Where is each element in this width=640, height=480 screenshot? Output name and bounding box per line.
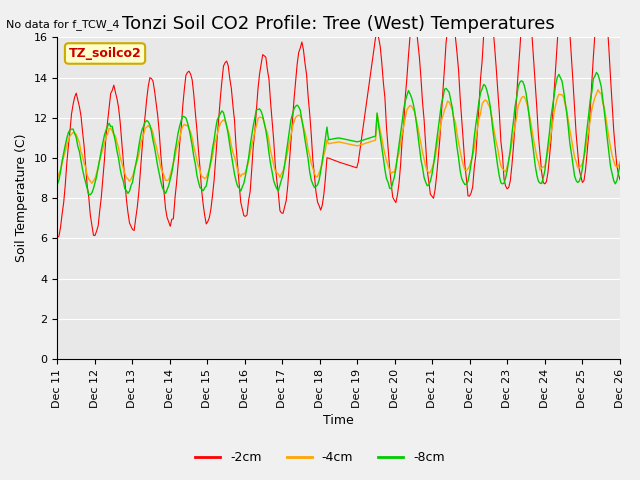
-2cm [240, 213, 248, 218]
-8cm [86, 192, 94, 198]
-2cm [300, 47, 307, 53]
-8cm [593, 70, 600, 75]
-2cm [585, 132, 593, 137]
-4cm [242, 169, 250, 175]
-4cm [124, 176, 132, 182]
Legend: -2cm, -4cm, -8cm: -2cm, -4cm, -8cm [190, 446, 450, 469]
-4cm [594, 87, 602, 93]
-4cm [54, 176, 61, 181]
Line: -4cm: -4cm [58, 90, 620, 183]
-8cm [223, 123, 230, 129]
-2cm [616, 177, 624, 182]
Title: Tonzi Soil CO2 Profile: Tree (West) Temperatures: Tonzi Soil CO2 Profile: Tree (West) Temp… [122, 15, 555, 33]
-8cm [616, 162, 624, 168]
X-axis label: Time: Time [323, 414, 354, 427]
-8cm [54, 181, 61, 187]
-4cm [616, 159, 624, 165]
-8cm [242, 173, 250, 179]
Y-axis label: Soil Temperature (C): Soil Temperature (C) [15, 134, 28, 263]
-2cm [221, 60, 229, 66]
-2cm [250, 143, 257, 149]
-4cm [88, 180, 96, 186]
-8cm [124, 191, 132, 196]
-4cm [251, 128, 259, 134]
-8cm [301, 137, 309, 143]
-2cm [122, 196, 130, 202]
-2cm [54, 235, 61, 240]
-4cm [301, 130, 309, 135]
-8cm [586, 97, 594, 103]
Line: -2cm: -2cm [58, 0, 620, 238]
-8cm [251, 115, 259, 120]
-4cm [586, 118, 594, 123]
Text: TZ_soilco2: TZ_soilco2 [68, 47, 141, 60]
-4cm [223, 123, 230, 129]
Text: No data for f_TCW_4: No data for f_TCW_4 [6, 19, 120, 30]
Line: -8cm: -8cm [58, 72, 620, 195]
